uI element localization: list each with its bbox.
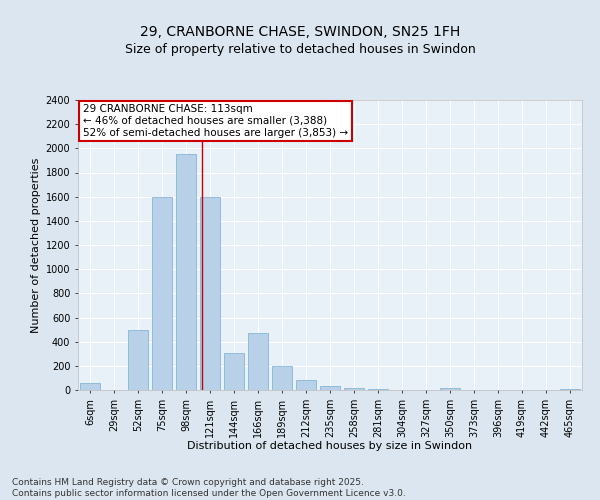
Bar: [200, 196, 220, 390]
Bar: [368, 389, 388, 390]
Bar: [320, 386, 340, 390]
Text: 29 CRANBORNE CHASE: 113sqm
← 46% of detached houses are smaller (3,388)
52% of s: 29 CRANBORNE CHASE: 113sqm ← 46% of deta…: [83, 104, 348, 138]
Bar: [296, 380, 316, 390]
Bar: [560, 389, 580, 390]
Bar: [176, 154, 196, 390]
Text: Contains HM Land Registry data © Crown copyright and database right 2025.
Contai: Contains HM Land Registry data © Crown c…: [12, 478, 406, 498]
Bar: [128, 330, 148, 390]
Bar: [440, 388, 460, 390]
Bar: [344, 388, 364, 390]
Bar: [248, 333, 268, 390]
Bar: [80, 384, 100, 390]
Bar: [152, 196, 172, 390]
Text: Size of property relative to detached houses in Swindon: Size of property relative to detached ho…: [125, 44, 475, 57]
Y-axis label: Number of detached properties: Number of detached properties: [31, 158, 41, 332]
Bar: [272, 366, 292, 390]
Bar: [224, 353, 244, 390]
X-axis label: Distribution of detached houses by size in Swindon: Distribution of detached houses by size …: [187, 441, 473, 451]
Text: 29, CRANBORNE CHASE, SWINDON, SN25 1FH: 29, CRANBORNE CHASE, SWINDON, SN25 1FH: [140, 26, 460, 40]
